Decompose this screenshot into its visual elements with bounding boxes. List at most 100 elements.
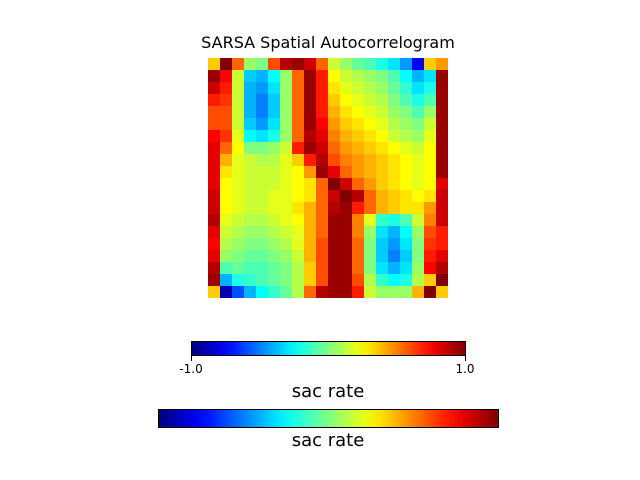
heatmap-cell [244,130,257,143]
heatmap-cell [280,178,293,191]
heatmap-cell [352,238,365,251]
heatmap-cell [292,94,305,107]
heatmap-cell [316,106,329,119]
heatmap-cell [352,226,365,239]
heatmap-cell [304,94,317,107]
colorbar-gradient [158,409,499,428]
heatmap-cell [280,130,293,143]
heatmap-cell [208,58,221,71]
heatmap-cell [364,190,377,203]
heatmap-cell [400,70,413,83]
heatmap-cell [268,250,281,263]
heatmap-cell [328,190,341,203]
heatmap-cell [220,286,233,298]
heatmap-cell [220,190,233,203]
heatmap-cell [328,106,341,119]
heatmap-cell [232,202,245,215]
heatmap-cell [376,142,389,155]
heatmap-cell [436,70,448,83]
heatmap-cell [292,214,305,227]
heatmap-cell [256,58,269,71]
heatmap-cell [424,214,437,227]
heatmap-cell [424,262,437,275]
heatmap-cell [244,166,257,179]
heatmap-cell [232,118,245,131]
heatmap-cell [316,82,329,95]
heatmap-cell [244,154,257,167]
heatmap-cell [412,154,425,167]
heatmap-cell [388,226,401,239]
heatmap-cell [268,118,281,131]
heatmap-cell [436,178,448,191]
heatmap-cell [220,154,233,167]
heatmap-cell [316,286,329,298]
heatmap-cell [256,154,269,167]
heatmap-cell [244,214,257,227]
heatmap-cell [292,130,305,143]
heatmap-cell [412,94,425,107]
heatmap-cell [208,286,221,298]
heatmap-cell [340,130,353,143]
heatmap-cell [256,286,269,298]
heatmap-cell [388,58,401,71]
heatmap-cell [268,262,281,275]
heatmap-cell [280,262,293,275]
heatmap-cell [304,166,317,179]
heatmap-cell [292,286,305,298]
heatmap-cell [316,142,329,155]
heatmap-cell [364,202,377,215]
heatmap-cell [424,142,437,155]
heatmap-cell [304,190,317,203]
heatmap-cell [208,274,221,287]
heatmap-cell [424,94,437,107]
heatmap-cell [244,250,257,263]
heatmap-cell [232,166,245,179]
heatmap-cell [424,166,437,179]
heatmap-cell [376,250,389,263]
heatmap-cell [244,58,257,71]
heatmap-cell [232,82,245,95]
colorbar-label: sac rate [291,381,365,402]
heatmap-cell [340,226,353,239]
heatmap-cell [328,226,341,239]
heatmap-cell [388,106,401,119]
heatmap-cell [340,154,353,167]
heatmap-cell [268,130,281,143]
heatmap-cell [328,286,341,298]
heatmap-cell [280,82,293,95]
heatmap-cell [364,250,377,263]
heatmap-cell [400,250,413,263]
heatmap-cell [364,118,377,131]
heatmap-cell [388,250,401,263]
heatmap-cell [244,202,257,215]
heatmap-cell [436,286,448,298]
heatmap-cell [304,250,317,263]
heatmap-cell [388,262,401,275]
heatmap-cell [256,226,269,239]
heatmap-cell [304,118,317,131]
heatmap-cell [412,262,425,275]
heatmap-cell [304,130,317,143]
heatmap-cell [292,166,305,179]
heatmap-cell [388,166,401,179]
heatmap-cell [280,94,293,107]
heatmap-cell [364,94,377,107]
heatmap-cell [352,94,365,107]
heatmap-cell [304,82,317,95]
heatmap-cell [220,82,233,95]
heatmap-cell [208,214,221,227]
heatmap-cell [436,94,448,107]
heatmap-cell [424,130,437,143]
heatmap-cell [208,118,221,131]
heatmap-cell [388,274,401,287]
heatmap-cell [400,262,413,275]
heatmap-cell [412,130,425,143]
heatmap-cell [292,202,305,215]
heatmap-cell [292,250,305,263]
heatmap-cell [436,142,448,155]
heatmap-cell [304,154,317,167]
heatmap-cell [244,262,257,275]
heatmap-cell [316,58,329,71]
heatmap-cell [376,118,389,131]
heatmap-cell [256,250,269,263]
